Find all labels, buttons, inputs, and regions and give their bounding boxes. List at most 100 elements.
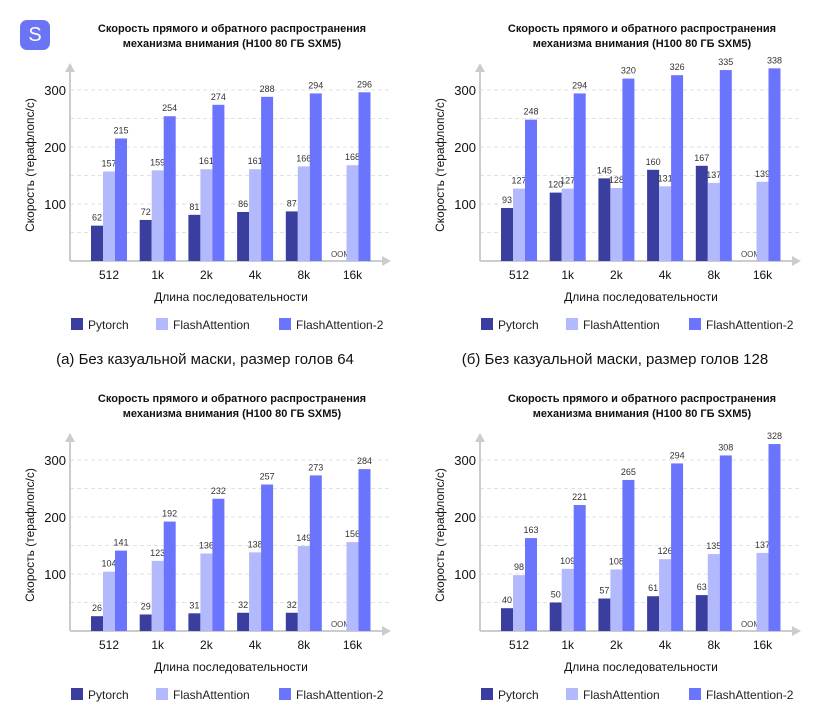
bar-pytorch xyxy=(188,214,201,261)
x-tick-label: 512 xyxy=(509,638,529,652)
legend-swatch xyxy=(71,688,83,700)
data-label: 296 xyxy=(357,79,372,89)
legend-label: FlashAttention xyxy=(583,688,660,702)
bar-flashattention xyxy=(610,188,623,261)
chart-title: Скорость прямого и обратного распростран… xyxy=(508,23,776,35)
data-label: 265 xyxy=(621,467,636,477)
bar-flashattention-2 xyxy=(309,93,322,261)
bar-flashattention xyxy=(561,188,574,261)
bar-pytorch xyxy=(237,211,250,261)
data-label: 145 xyxy=(597,165,612,175)
bar-pytorch xyxy=(188,613,201,631)
bar-flashattention-2 xyxy=(719,70,732,261)
legend-swatch xyxy=(279,688,291,700)
legend-swatch xyxy=(689,318,701,330)
x-axis-label: Длина последовательности xyxy=(154,660,308,674)
y-tick-label: 200 xyxy=(44,140,66,155)
bar-pytorch xyxy=(237,612,250,631)
data-label: 127 xyxy=(560,176,575,186)
x-axis-arrow xyxy=(382,256,391,266)
bar-flashattention-2 xyxy=(358,92,371,261)
legend-label: Pytorch xyxy=(88,688,129,702)
bar-pytorch xyxy=(285,211,298,261)
data-label: 29 xyxy=(141,601,151,611)
data-label: 192 xyxy=(162,509,177,519)
bar-flashattention-2 xyxy=(622,479,635,631)
legend-swatch xyxy=(566,688,578,700)
data-label: 126 xyxy=(658,546,673,556)
data-label: 168 xyxy=(345,152,360,162)
data-label: 104 xyxy=(101,559,116,569)
data-label: 136 xyxy=(199,540,214,550)
oom-label: OOM xyxy=(741,620,760,629)
data-label: 232 xyxy=(211,486,226,496)
x-tick-label: 8k xyxy=(707,638,721,652)
bar-pytorch xyxy=(598,598,611,631)
x-tick-label: 16k xyxy=(343,638,363,652)
data-label: 40 xyxy=(502,595,512,605)
x-tick-label: 1k xyxy=(151,638,165,652)
chart-title: Скорость прямого и обратного распростран… xyxy=(98,23,366,35)
data-label: 137 xyxy=(755,540,770,550)
y-tick-label: 300 xyxy=(44,453,66,468)
data-label: 31 xyxy=(189,600,199,610)
bar-pytorch xyxy=(91,616,103,631)
data-label: 284 xyxy=(357,456,372,466)
x-tick-label: 4k xyxy=(249,638,263,652)
legend-label: FlashAttention-2 xyxy=(706,318,794,332)
y-axis-arrow xyxy=(65,63,75,72)
data-label: 61 xyxy=(648,583,658,593)
bar-flashattention-2 xyxy=(768,68,781,261)
data-label: 72 xyxy=(141,207,151,217)
data-label: 338 xyxy=(767,55,782,65)
bar-flashattention xyxy=(151,170,164,261)
data-label: 50 xyxy=(551,590,561,600)
y-tick-label: 200 xyxy=(44,510,66,525)
data-label: 159 xyxy=(150,157,165,167)
y-tick-label: 300 xyxy=(454,83,476,98)
chart-caption: (б) Без казуальной маски, размер голов 1… xyxy=(462,351,768,368)
x-tick-label: 2k xyxy=(610,268,624,282)
oom-label: OOM xyxy=(741,250,760,259)
data-label: 167 xyxy=(694,153,709,163)
x-axis-arrow xyxy=(792,256,801,266)
logo: S xyxy=(20,20,50,50)
y-axis-arrow xyxy=(475,63,485,72)
y-axis-arrow xyxy=(65,433,75,442)
y-axis-label: Скорость (терафлопс/с) xyxy=(23,98,37,232)
data-label: 86 xyxy=(238,199,248,209)
x-tick-label: 4k xyxy=(659,268,673,282)
bar-flashattention xyxy=(756,552,769,631)
x-tick-label: 8k xyxy=(297,268,311,282)
data-label: 335 xyxy=(718,57,733,67)
data-label: 156 xyxy=(345,529,360,539)
data-label: 161 xyxy=(248,156,263,166)
data-label: 326 xyxy=(670,62,685,72)
bar-pytorch xyxy=(695,165,708,261)
data-label: 128 xyxy=(609,175,624,185)
chart-caption: (а) Без казуальной маски, размер голов 6… xyxy=(56,351,354,368)
y-tick-label: 100 xyxy=(44,197,66,212)
data-label: 215 xyxy=(113,125,128,135)
bar-flashattention-2 xyxy=(212,498,225,631)
bar-flashattention xyxy=(513,575,525,631)
bar-flashattention-2 xyxy=(115,550,127,631)
data-label: 57 xyxy=(599,586,609,596)
bar-flashattention xyxy=(151,560,164,631)
bar-pytorch xyxy=(285,612,298,631)
bar-pytorch xyxy=(501,608,513,631)
chart-title: механизма внимания (H100 80 ГБ SXM5) xyxy=(533,408,752,420)
chart-a: Скорость прямого и обратного распростран… xyxy=(23,23,392,368)
data-label: 139 xyxy=(755,169,770,179)
legend-swatch xyxy=(481,318,493,330)
y-tick-label: 100 xyxy=(44,567,66,582)
bar-flashattention-2 xyxy=(115,138,127,261)
data-label: 149 xyxy=(296,533,311,543)
chart-title: Скорость прямого и обратного распростран… xyxy=(508,393,776,405)
x-tick-label: 1k xyxy=(561,268,575,282)
y-axis-label: Скорость (терафлопс/с) xyxy=(433,98,447,232)
legend-label: Pytorch xyxy=(498,688,539,702)
x-tick-label: 2k xyxy=(610,638,624,652)
data-label: 123 xyxy=(150,548,165,558)
bar-pytorch xyxy=(695,595,708,631)
